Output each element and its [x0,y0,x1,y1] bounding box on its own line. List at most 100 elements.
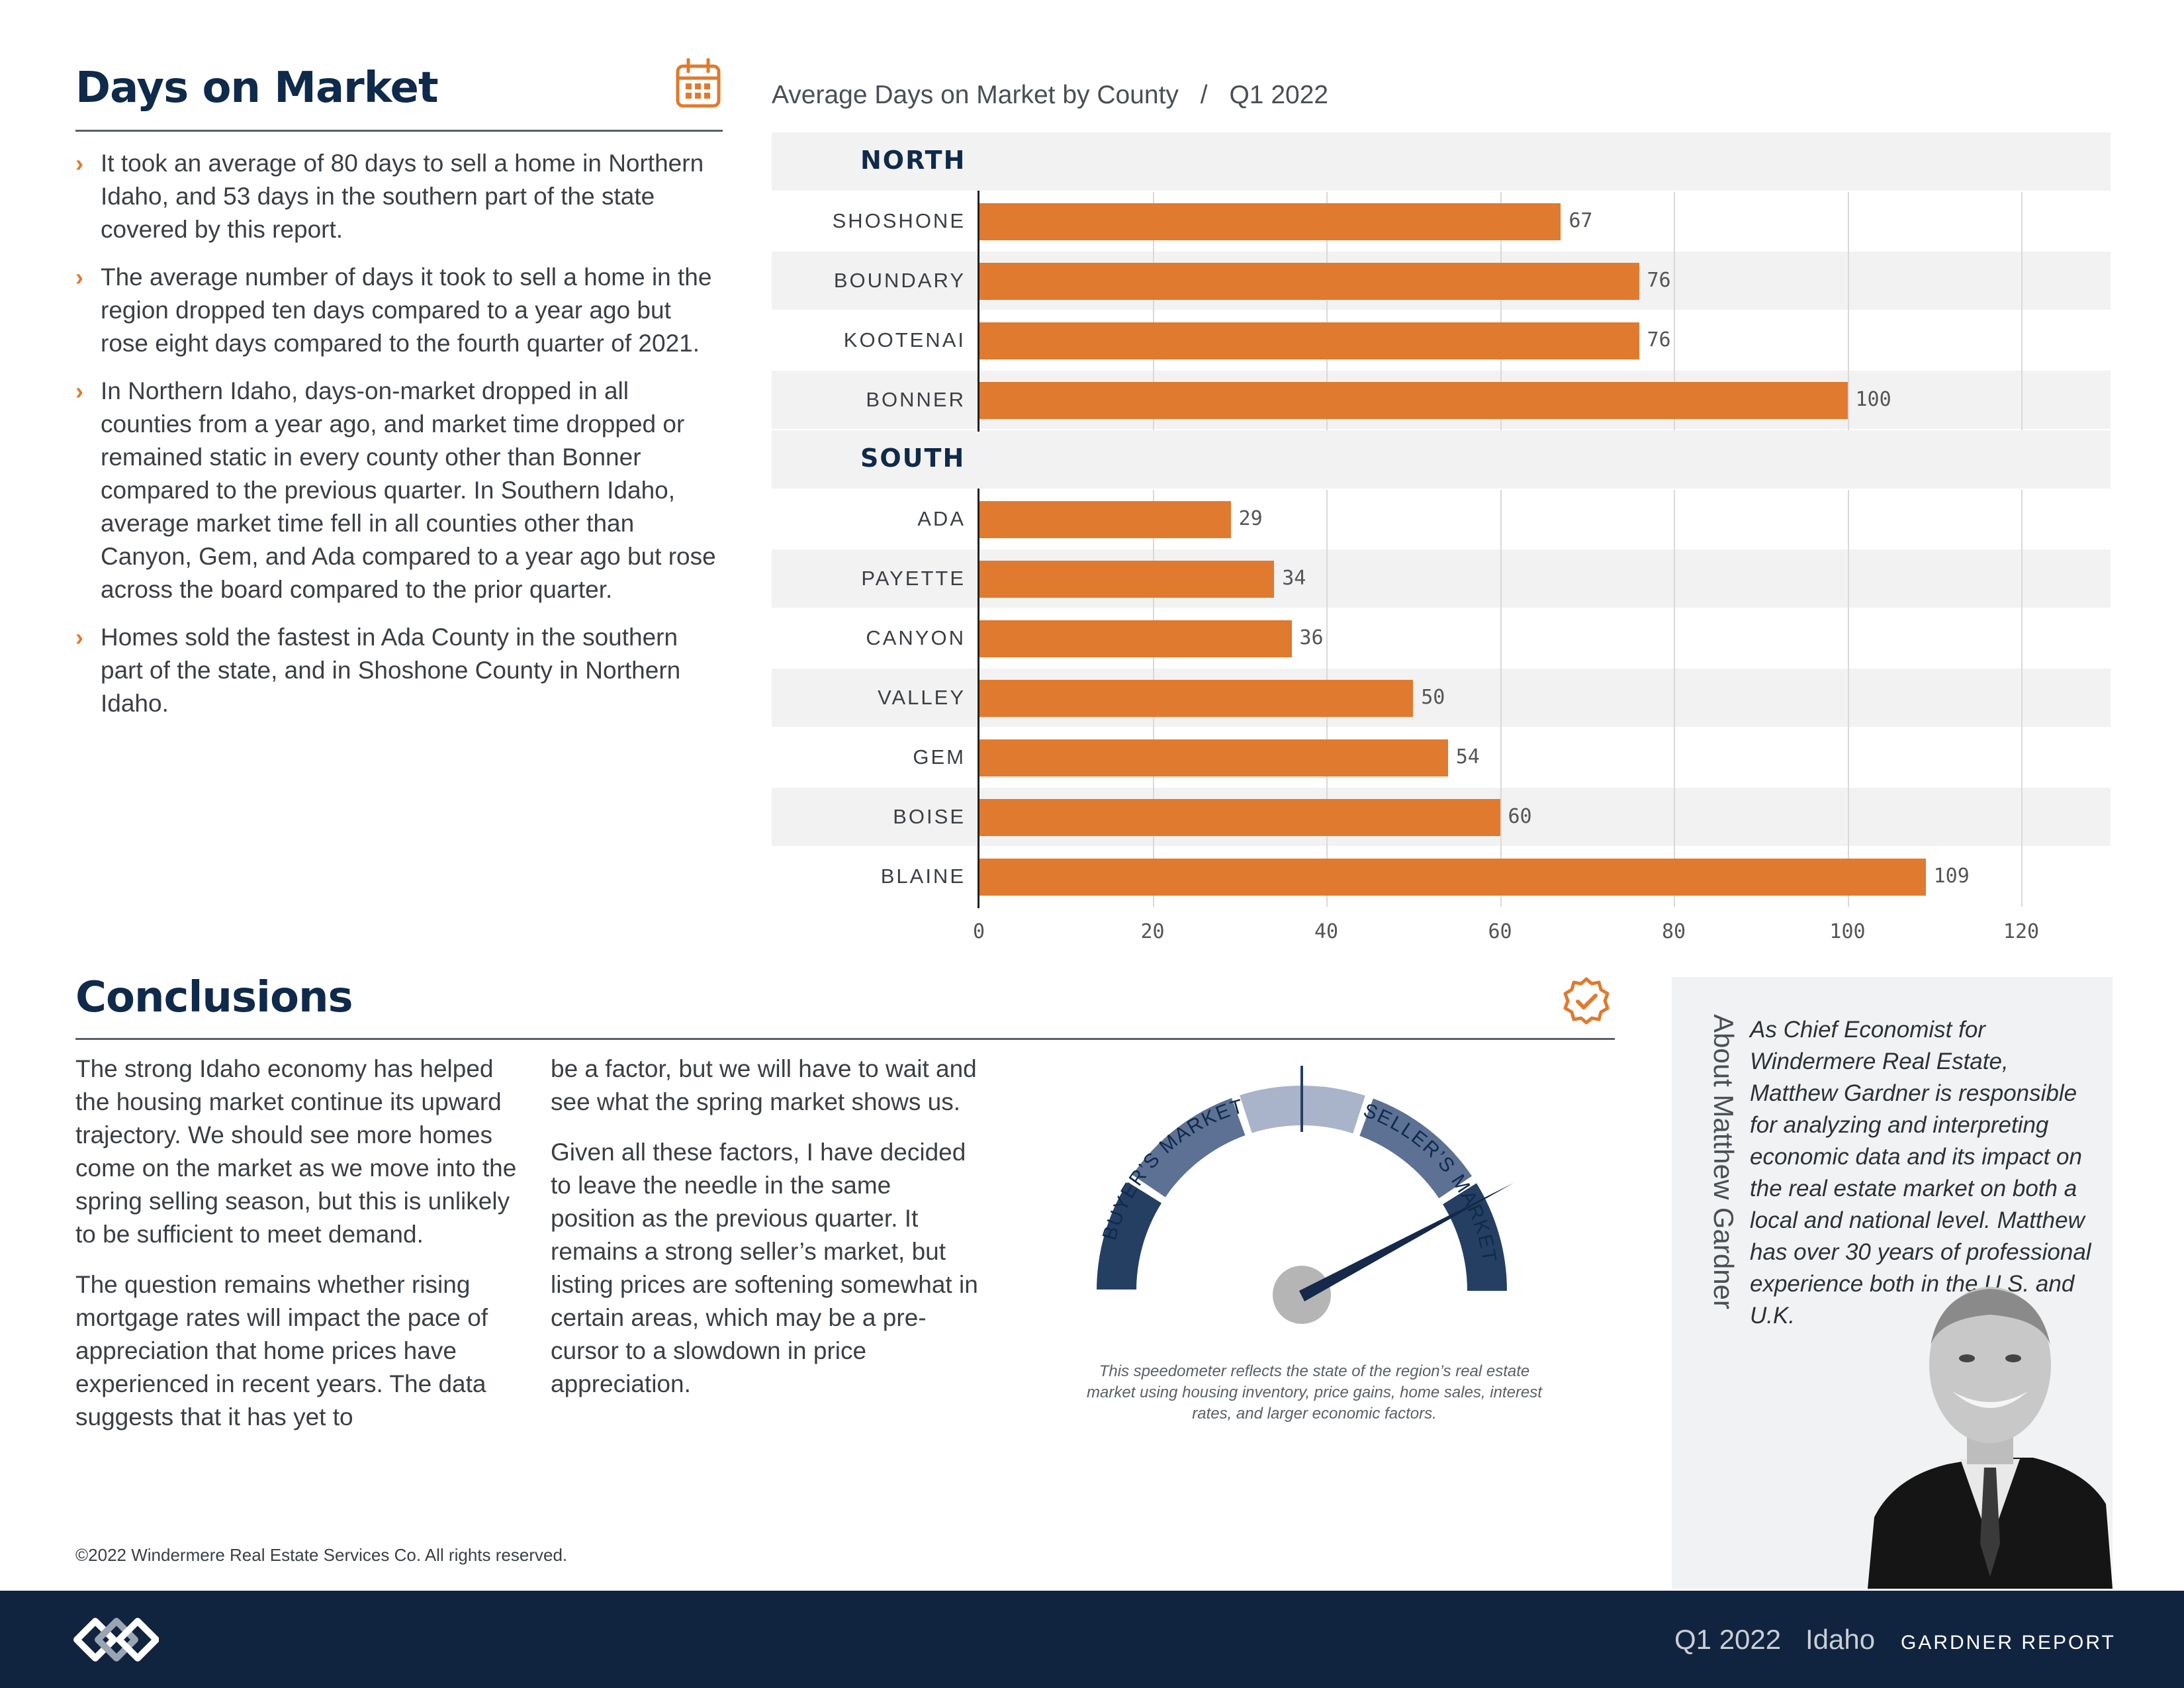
bullet-item: › Homes sold the fastest in Ada County in… [75,621,724,720]
data-label: 54 [1455,745,1480,769]
days-title-rule [75,130,723,132]
gauge-divider [1430,1174,1488,1211]
gridline [1674,192,1675,430]
data-label: 36 [1299,626,1324,649]
data-label: 34 [1282,567,1306,590]
gridline [1674,490,1675,907]
category-label: KOOTENAI [843,328,966,352]
data-label: 60 [1508,805,1532,828]
gridline [2021,192,2023,430]
category-label: GEM [913,745,966,769]
gridline [1847,192,1849,430]
bar [979,799,1500,836]
footer-quarter: Q1 2022 [1674,1624,1782,1655]
category-label: SHOSHONE [832,209,966,232]
chevron-right-icon: › [75,150,83,177]
data-label: 67 [1569,209,1593,232]
bullet-item: › It took an average of 80 days to sell a… [75,147,724,246]
group-header-band [772,430,2111,489]
gridline [2021,490,2023,907]
category-label: CANYON [866,626,966,649]
about-panel: About Matthew Gardner As Chief Economist… [1672,977,2113,1589]
gridline [1500,192,1502,430]
x-tick-label: 60 [1488,920,1512,943]
bar [979,620,1292,657]
data-label: 76 [1647,328,1671,352]
conclusions-paragraph: The strong Idaho economy has helped the … [75,1055,517,1248]
x-tick-label: 40 [1314,920,1339,943]
bullet-text: Homes sold the fastest in Ada County in … [101,624,681,717]
group-label-south: SOUTH [860,444,966,473]
gridline [1152,192,1154,430]
footer-bar: Q1 2022 Idaho GARDNER REPORT [0,1591,2184,1688]
chart-period: Q1 2022 [1229,81,1329,109]
speedometer-caption: This speedometer reflects the state of t… [1087,1362,1542,1423]
conclusions-paragraph: The question remains whether rising mort… [75,1271,488,1430]
x-tick-label: 0 [972,920,985,943]
group-label-north: NORTH [860,146,966,175]
row-band [772,549,2111,608]
conclusions-column-1: The strong Idaho economy has helped the … [75,1053,519,1451]
chart-title: Average Days on Market by County / Q1 20… [772,81,1328,110]
gauge-segment [1358,1098,1473,1199]
chevron-right-icon: › [75,624,83,651]
gauge-divider [1120,1167,1177,1207]
footer-report: GARDNER REPORT [1901,1632,2116,1654]
data-label: 76 [1647,269,1671,292]
bar [979,322,1639,359]
y-axis-line [978,191,979,432]
x-tick-label: 80 [1661,920,1686,943]
bar [979,739,1448,776]
gauge-segment [1097,1182,1161,1291]
bar [979,263,1639,300]
gridline [1500,490,1502,907]
bar [979,382,1848,419]
chevron-right-icon: › [75,377,83,404]
data-label: 109 [1933,865,1970,888]
bar [979,680,1414,717]
group-header-band [772,132,2111,191]
days-bullet-list: › It took an average of 80 days to sell a… [75,147,724,735]
category-label: VALLEY [878,686,966,709]
conclusions-column-2: be a factor, but we will have to wait an… [551,1053,981,1418]
chevron-right-icon: › [75,263,83,291]
data-label: 100 [1855,388,1891,411]
about-text: As Chief Economist for Windermere Real E… [1750,1017,2091,1329]
gauge-divider [1352,1085,1378,1149]
bar [979,561,1275,598]
gridline [1326,192,1328,430]
conclusions-title-rule [75,1038,1615,1040]
about-title: About Matthew Gardner [1708,1014,1739,1309]
x-tick-label: 100 [1829,920,1866,943]
bullet-text: It took an average of 80 days to sell a … [101,150,704,243]
data-label: 29 [1238,507,1263,530]
badge-check-icon [1561,976,1612,1027]
matthew-gardner-portrait [1868,1266,2113,1589]
category-label: BOUNDARY [833,269,966,292]
days-on-market-title: Days on Market [75,64,439,113]
x-tick-label: 120 [2003,920,2040,943]
category-label: ADA [917,507,966,530]
chart-title-text: Average Days on Market by County [772,81,1179,109]
x-tick-label: 20 [1140,920,1165,943]
bar [979,501,1231,538]
y-axis-line [978,489,979,908]
gauge-segment [1442,1182,1507,1291]
conclusions-paragraph: be a factor, but we will have to wait an… [551,1055,977,1115]
bullet-item: › The average number of days it took to s… [75,261,724,360]
copyright-text: ©2022 Windermere Real Estate Services Co… [75,1545,568,1565]
data-label: 50 [1421,686,1445,709]
gridline [1847,490,1849,907]
calendar-icon [675,58,721,109]
gauge-divider [1233,1082,1256,1147]
speedometer: BUYER’S MARKET SELLER’S MARKET [1032,1039,1562,1344]
bullet-item: › In Northern Idaho, days-on-market dropp… [75,375,724,606]
category-label: PAYETTE [861,567,966,590]
speedometer-needle [1298,1182,1514,1302]
bar [979,859,1926,896]
windermere-logo [73,1616,159,1664]
bullet-text: The average number of days it took to se… [101,263,712,357]
needle-shape [1298,1182,1514,1302]
bullet-text: In Northern Idaho, days-on-market droppe… [101,377,716,603]
gauge-segment [1131,1098,1246,1199]
